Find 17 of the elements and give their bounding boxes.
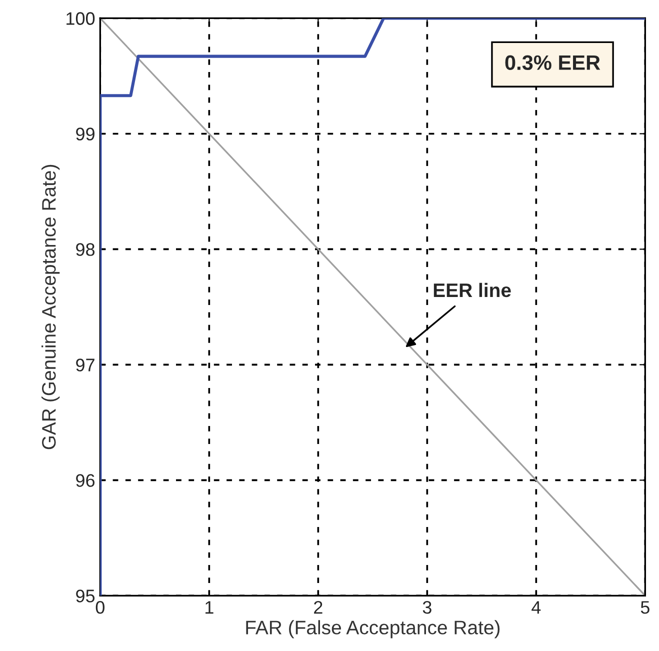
x-tick-label: 5 [640,601,650,614]
x-axis-title: FAR (False Acceptance Rate) [246,620,500,638]
x-tick-label: 3 [422,601,432,614]
y-tick-label: 98 [76,243,95,256]
x-tick-label: 0 [96,601,104,614]
line-series [100,18,646,596]
y-tick-label: 99 [76,128,94,140]
y-axis-title: GAR (Genuine Acceptance Rate) [42,164,60,450]
x-tick-label: 2 [314,601,322,614]
x-tick-label: 4 [532,601,541,614]
y-tick-label: 100 [66,12,95,25]
y-tick-label: 97 [76,358,94,372]
annotation: 0.3% EER [505,55,600,70]
x-tick-label: 1 [206,601,214,614]
y-tick-label: 95 [76,590,95,602]
annotation: EER line [434,282,511,298]
y-tick-label: 96 [76,474,95,487]
